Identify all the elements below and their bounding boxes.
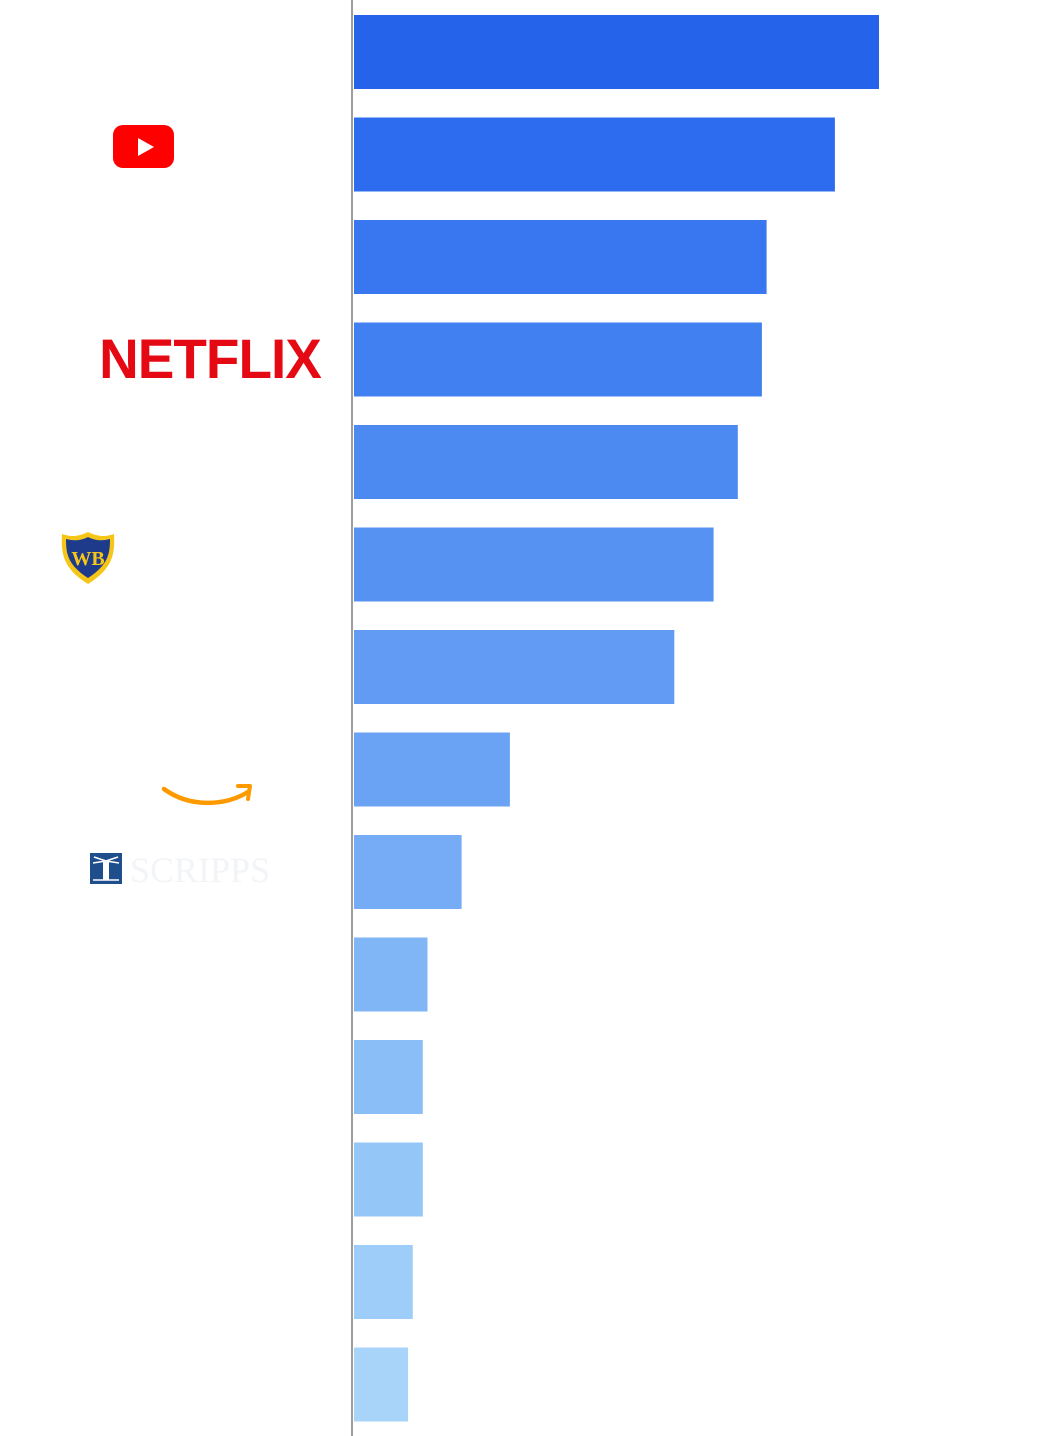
bar xyxy=(354,527,714,602)
bars-group xyxy=(354,15,879,1422)
bar xyxy=(354,937,428,1012)
wb-letters: WB xyxy=(71,548,104,570)
scripps-wordmark: SCRIPPS xyxy=(130,850,270,890)
warner-bros-logo: WB xyxy=(61,532,115,584)
play-icon xyxy=(138,138,154,156)
bar xyxy=(354,322,762,397)
scripps-logo: SCRIPPS xyxy=(90,850,270,890)
bar xyxy=(354,1347,409,1422)
bar xyxy=(354,1040,423,1114)
bar xyxy=(354,15,879,89)
amazon-arrow-icon xyxy=(236,784,252,801)
amazon-smile-icon xyxy=(161,786,251,806)
amazon-logo xyxy=(161,784,252,806)
bar xyxy=(354,117,835,192)
bar xyxy=(354,732,510,807)
bar xyxy=(354,835,462,909)
bar xyxy=(354,1245,413,1319)
scripps-lighthouse-rays xyxy=(92,856,120,881)
bar xyxy=(354,220,767,294)
netflix-wordmark: NETFLIX xyxy=(99,327,322,390)
bar xyxy=(354,425,738,499)
bar xyxy=(354,1142,423,1217)
youtube-logo xyxy=(113,125,174,168)
netflix-logo: NETFLIX xyxy=(99,327,323,390)
bar xyxy=(354,630,675,704)
wb-shield-inner xyxy=(66,537,110,578)
